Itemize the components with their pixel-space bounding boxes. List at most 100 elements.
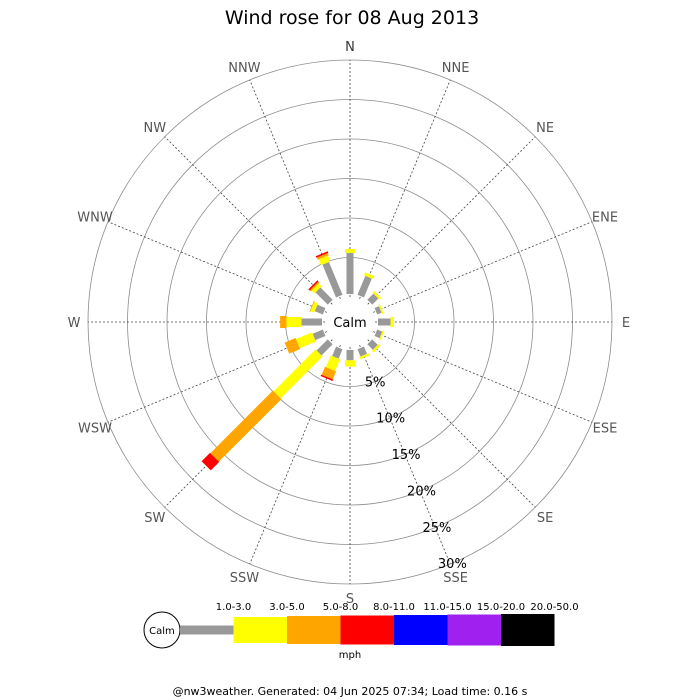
bar-segment-w-1 — [286, 317, 302, 327]
bar-segment-nnw-2 — [316, 252, 329, 260]
bar-segment-sse-0 — [357, 346, 367, 357]
wind-bar-ne — [367, 290, 382, 305]
bar-segment-e-0 — [378, 318, 391, 326]
direction-label-wsw: WSW — [78, 422, 112, 437]
ring-label: 30% — [438, 557, 467, 572]
bar-segment-sw-1 — [273, 349, 323, 399]
wind-bar-nnw — [315, 251, 343, 298]
calm-center: Calm — [325, 297, 375, 347]
legend-units: mph — [339, 650, 361, 661]
wind-bar-nw — [308, 280, 333, 305]
bar-segment-nw-3 — [308, 280, 319, 291]
wind-bar-s — [345, 350, 355, 367]
grid-ring — [206, 178, 494, 466]
wind-bars — [201, 248, 394, 471]
footer-text: @nw3weather. Generated: 04 Jun 2025 07:3… — [173, 685, 528, 698]
spoke-nw — [164, 136, 333, 305]
bar-segment-sse-1 — [359, 353, 370, 360]
spoke-nne — [359, 79, 451, 300]
direction-spokes — [88, 60, 612, 584]
direction-label-sse: SSE — [443, 571, 468, 586]
legend-swatch-2 — [287, 616, 341, 644]
bar-segment-nw-2 — [309, 281, 320, 292]
legend-label-4: 11.0-15.0 — [423, 602, 471, 613]
legend-calm-label: Calm — [149, 626, 175, 637]
spoke-sse — [359, 344, 451, 565]
legend-swatch-1 — [233, 617, 287, 643]
bar-segment-ssw-1 — [325, 355, 340, 371]
bar-segment-w-2 — [280, 316, 287, 328]
bar-segment-w-0 — [301, 318, 322, 326]
wind-bar-sse — [357, 346, 370, 360]
ring-labels: 5% 10% 15% 20% 25% 30% — [365, 375, 467, 572]
bar-segment-ese-0 — [374, 329, 383, 339]
legend-label-2: 5.0-8.0 — [323, 602, 358, 613]
bar-segment-ssw-0 — [332, 346, 343, 359]
wind-bar-wsw — [284, 329, 326, 354]
legend-label-3: 8.0-11.0 — [373, 602, 415, 613]
bar-segment-se-0 — [367, 339, 378, 350]
spoke-wsw — [107, 331, 328, 423]
legend: Calm 1.0-3.0 3.0-5.0 5.0-8.0 8.0-11.0 11.0-15… — [143, 602, 579, 661]
legend-swatch-4 — [394, 615, 448, 645]
direction-label-sw: SW — [144, 511, 165, 526]
bar-segment-ese-1 — [379, 330, 385, 341]
spoke-ne — [367, 136, 536, 305]
bar-segment-ne-0 — [367, 293, 379, 305]
wind-bar-ssw — [320, 346, 343, 382]
legend-label-6: 20.0-50.0 — [530, 602, 578, 613]
wind-bar-sw — [201, 339, 333, 471]
bar-segment-se-1 — [371, 343, 381, 353]
direction-label-w: W — [68, 316, 81, 331]
direction-label-ssw: SSW — [230, 571, 260, 586]
direction-label-ene: ENE — [592, 210, 618, 225]
bar-segment-ene-0 — [374, 306, 382, 315]
bar-segment-ene-1 — [378, 304, 384, 315]
bar-segment-ssw-3 — [320, 374, 334, 382]
wind-bar-nne — [357, 272, 375, 298]
spoke-ene — [372, 221, 593, 313]
bar-segment-nnw-3 — [315, 251, 329, 258]
bar-segment-ssw-2 — [321, 366, 337, 380]
calm-label: Calm — [333, 316, 366, 331]
spoke-ssw — [249, 344, 341, 565]
grid-ring — [245, 217, 455, 427]
ring-label: 5% — [365, 375, 386, 390]
bar-segment-sw-0 — [316, 339, 333, 356]
calm-circle — [325, 297, 375, 347]
spoke-wnw — [107, 221, 328, 313]
spoke-ese — [372, 331, 593, 423]
bar-segment-sw-2 — [210, 390, 282, 462]
direction-label-nw: NW — [144, 121, 167, 136]
bar-segment-s-1 — [345, 360, 355, 367]
direction-label-e: E — [622, 316, 630, 331]
direction-labels: N NNE NE ENE E ESE SE SSE S SSW SW WSW W WNW NW NNW — [68, 40, 631, 607]
wind-bar-ene — [374, 304, 384, 315]
bar-segment-nne-0 — [357, 275, 372, 298]
direction-label-n: N — [345, 40, 355, 55]
direction-label-ne: NE — [536, 121, 554, 136]
bar-segment-n-0 — [346, 252, 354, 294]
legend-label-0: 1.0-3.0 — [216, 602, 251, 613]
bar-segment-nne-1 — [363, 272, 375, 280]
legend-label-1: 3.0-5.0 — [269, 602, 304, 613]
direction-label-nnw: NNW — [228, 61, 260, 76]
wind-bar-e — [378, 317, 394, 327]
bar-segment-e-1 — [390, 317, 394, 327]
legend-swatch-0 — [180, 625, 234, 635]
wind-bar-se — [367, 339, 381, 353]
bar-segment-n-1 — [345, 248, 355, 253]
direction-label-nne: NNE — [442, 61, 470, 76]
wind-bar-wnw — [309, 300, 326, 315]
bar-segment-sw-3 — [201, 452, 220, 471]
bar-segment-wsw-2 — [284, 338, 301, 354]
legend-swatch-3 — [340, 615, 394, 645]
bar-segment-wsw-1 — [295, 332, 316, 349]
chart-title: Wind rose for 08 Aug 2013 — [225, 7, 479, 29]
spoke-se — [367, 339, 536, 508]
spoke-nnw — [249, 79, 341, 300]
wind-bar-w — [280, 316, 322, 328]
legend-label-5: 15.0-20.0 — [477, 602, 525, 613]
bar-segment-wnw-2 — [309, 300, 315, 312]
